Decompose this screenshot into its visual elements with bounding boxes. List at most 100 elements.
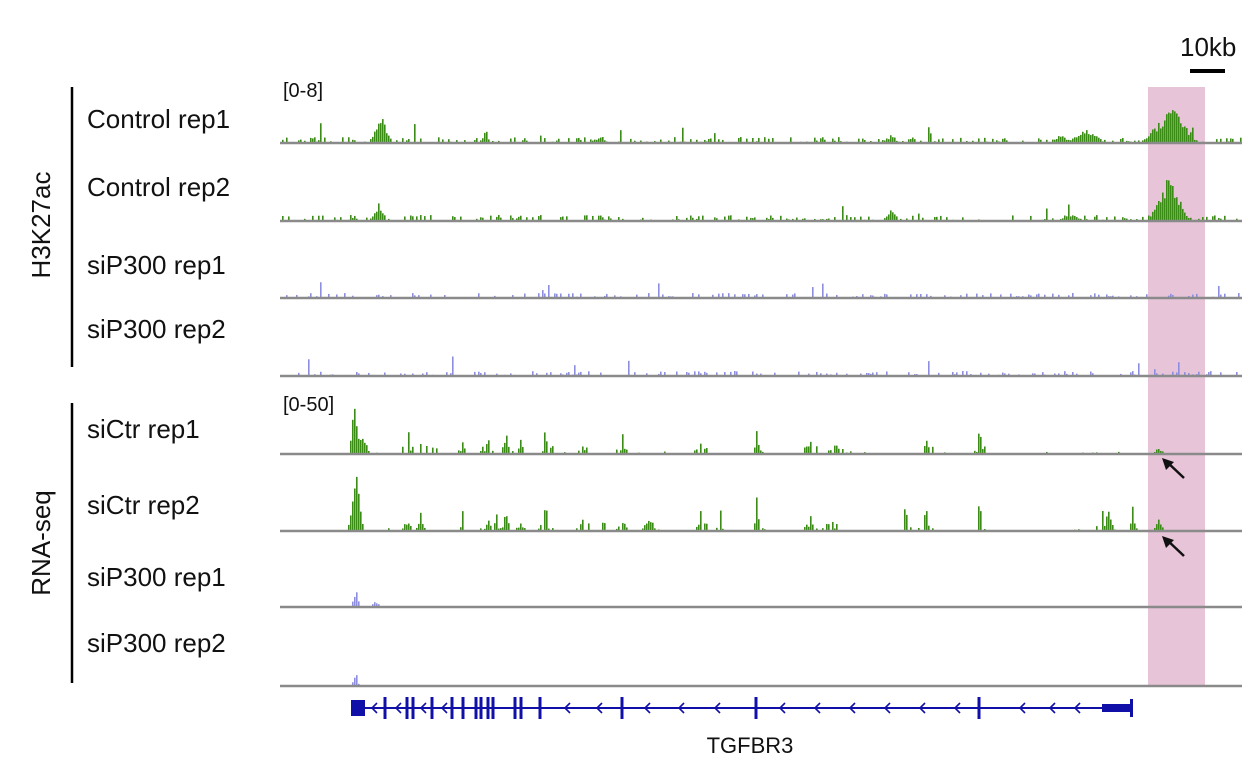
signal-bar	[756, 431, 758, 454]
signal-bar	[478, 293, 480, 298]
signal-bar	[626, 527, 628, 531]
signal-bar	[1068, 295, 1070, 298]
signal-bar	[354, 140, 356, 143]
signal-bar	[636, 294, 638, 298]
signal-bar	[928, 127, 930, 143]
signal-bar	[1212, 216, 1214, 221]
signal-bar	[966, 371, 968, 376]
signal-bar	[940, 215, 942, 221]
signal-bar	[1152, 211, 1154, 221]
signal-bar	[522, 446, 524, 454]
signal-bar	[1160, 450, 1162, 454]
signal-bar	[572, 293, 574, 298]
signal-bar	[410, 525, 412, 531]
signal-bar	[694, 450, 696, 454]
signal-bar	[764, 137, 766, 143]
strand-arrow-icon	[440, 702, 448, 714]
signal-bar	[1040, 139, 1042, 143]
signal-bar	[760, 450, 762, 454]
signal-bar	[578, 450, 580, 454]
signal-bar	[406, 140, 408, 143]
signal-bar	[1080, 134, 1082, 143]
gene-name-label: TGFBR3	[707, 733, 794, 758]
signal-bar	[602, 217, 604, 221]
signal-bar	[826, 293, 828, 298]
signal-bar	[1162, 451, 1164, 454]
strand-arrow-icon	[419, 702, 427, 714]
signal-bar	[460, 451, 462, 454]
signal-bar	[462, 511, 464, 531]
signal-bar	[1096, 526, 1098, 531]
signal-bar	[510, 373, 512, 376]
signal-bar	[352, 217, 354, 221]
signal-bar	[1032, 373, 1034, 376]
signal-bar	[1238, 293, 1240, 298]
signal-bar	[758, 444, 760, 454]
signal-bar	[352, 682, 354, 686]
signal-bar	[698, 294, 700, 298]
signal-bar	[710, 138, 712, 143]
signal-bar	[734, 294, 736, 298]
signal-bar	[462, 442, 464, 454]
signal-bar	[768, 138, 770, 143]
signal-bar	[910, 139, 912, 143]
scale-bar-label: 10kb	[1180, 32, 1236, 62]
gene-exon	[411, 697, 415, 719]
signal-bar	[406, 524, 408, 531]
signal-bar	[1142, 140, 1144, 143]
signal-bar	[580, 293, 582, 298]
signal-bar	[720, 510, 722, 531]
signal-bar	[512, 451, 514, 454]
signal-bar	[1224, 293, 1226, 298]
signal-bar	[816, 371, 818, 376]
gene-exon	[405, 697, 409, 719]
signal-bar	[494, 523, 496, 531]
signal-bar	[376, 603, 378, 607]
signal-bar	[390, 138, 392, 143]
signal-bar	[312, 215, 314, 221]
signal-bar	[932, 446, 934, 454]
signal-bar	[598, 138, 600, 143]
signal-bar	[860, 216, 862, 221]
signal-bar	[1232, 138, 1234, 143]
gene-exon	[1102, 704, 1130, 712]
signal-bar	[378, 203, 380, 221]
signal-bar	[558, 138, 560, 143]
signal-bar	[886, 216, 888, 221]
signal-bar	[696, 139, 698, 143]
signal-bar	[928, 447, 930, 454]
track-label-sip300-rep1-rnaseq: siP300 rep1	[87, 562, 226, 592]
strand-arrow-icon	[778, 702, 786, 714]
signal-bar	[718, 139, 720, 143]
signal-bar	[886, 371, 888, 376]
signal-bar	[374, 213, 376, 221]
signal-bar	[376, 295, 378, 298]
signal-bar	[1178, 362, 1180, 376]
signal-bar	[382, 213, 384, 221]
signal-bar	[452, 356, 454, 376]
signal-bar	[508, 523, 510, 531]
signal-bar	[864, 140, 866, 143]
range-label-h3k27ac: [0-8]	[283, 80, 323, 102]
signal-bar	[704, 523, 706, 531]
signal-bar	[804, 447, 806, 454]
signal-bar	[502, 527, 504, 531]
signal-bar	[1072, 138, 1074, 143]
signal-bar	[464, 140, 466, 143]
signal-bar	[814, 137, 816, 143]
signal-bar	[1188, 373, 1190, 376]
signal-bar	[810, 516, 812, 531]
signal-bar	[1142, 216, 1144, 221]
signal-bar	[604, 523, 606, 531]
signal-bar	[1156, 373, 1158, 376]
signal-bar	[642, 528, 644, 531]
strand-arrow-icon	[813, 702, 821, 714]
signal-bar	[1156, 449, 1158, 454]
signal-bar	[480, 528, 482, 531]
signal-bar	[984, 446, 986, 454]
signal-bar	[378, 294, 380, 298]
signal-bar	[1046, 208, 1048, 221]
signal-bar	[804, 527, 806, 531]
signal-bar	[388, 135, 390, 143]
gene-exon	[1130, 699, 1133, 717]
